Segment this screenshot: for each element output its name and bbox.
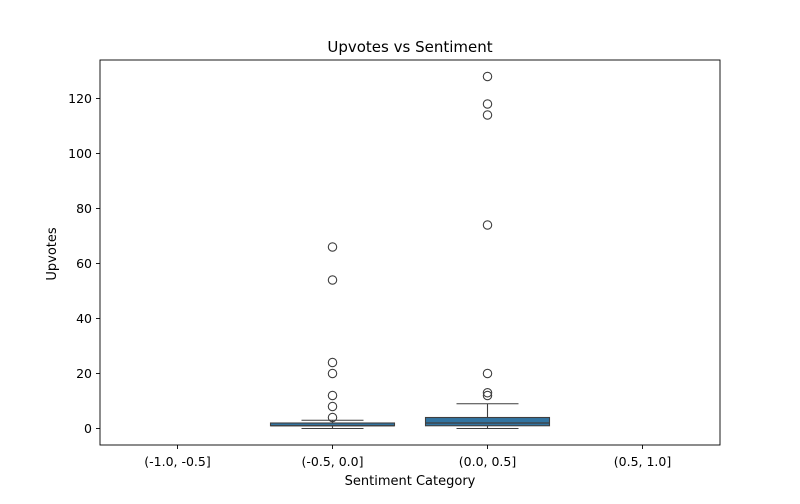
x-tick-label: (0.0, 0.5]	[459, 454, 516, 469]
y-tick-label: 40	[76, 311, 92, 326]
y-tick-label: 60	[76, 256, 92, 271]
outlier-point	[327, 412, 338, 423]
plot-area: 0 20 40 60 80 100 120 (-1.0, -0.5] (-0.5, 0.0] (0…	[68, 59, 721, 469]
plot-frame	[99, 59, 721, 446]
outlier-point	[327, 368, 338, 379]
x-tick-label: (0.5, 1.0]	[614, 454, 671, 469]
x-axis-label: Sentiment Category	[345, 474, 476, 489]
y-tick-label: 80	[76, 201, 92, 216]
outlier-point	[327, 390, 338, 401]
outlier-point	[482, 387, 493, 398]
y-tick-label: 0	[84, 421, 92, 436]
y-axis-label: Upvotes	[45, 227, 60, 281]
chart-title: Upvotes vs Sentiment	[327, 38, 492, 56]
outlier-point	[482, 368, 493, 379]
outlier-point	[327, 401, 338, 412]
outlier-point	[327, 357, 338, 368]
outlier-point	[482, 99, 493, 109]
outlier-point	[482, 220, 493, 230]
y-tick-label: 100	[68, 146, 92, 161]
outlier-point	[482, 390, 493, 401]
outlier-point	[327, 242, 338, 252]
outlier-point	[482, 71, 493, 82]
x-tick-label: (-1.0, -0.5]	[144, 454, 210, 469]
y-tick-label: 120	[68, 91, 92, 106]
outlier-point	[482, 110, 493, 120]
y-tick-label: 20	[76, 366, 92, 381]
x-tick-label: (-0.5, 0.0]	[302, 454, 364, 469]
outlier-point	[327, 275, 338, 285]
iqr-box	[424, 416, 551, 427]
